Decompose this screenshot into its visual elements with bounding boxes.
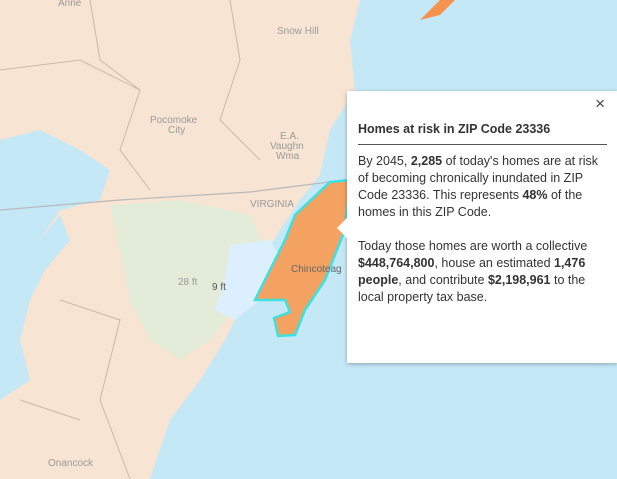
popup-paragraph: By 2045, 2,285 of today's homes are at r… bbox=[358, 153, 607, 221]
county-lines bbox=[0, 0, 261, 479]
island bbox=[420, 0, 455, 20]
marsh bbox=[215, 240, 285, 320]
popup-body: By 2045, 2,285 of today's homes are at r… bbox=[358, 153, 607, 306]
place-label: E.A. bbox=[280, 131, 299, 142]
text: , and contribute bbox=[398, 273, 488, 287]
popup: × Homes at risk in ZIP Code 23336 By 204… bbox=[337, 91, 617, 363]
place-label: Pocomoke bbox=[150, 115, 198, 126]
place-label: City bbox=[168, 125, 185, 136]
place-label: 9 ft bbox=[212, 282, 226, 293]
place-label: Snow Hill bbox=[277, 26, 319, 37]
popup-title: Homes at risk in ZIP Code 23336 bbox=[358, 121, 607, 145]
wetlands bbox=[110, 200, 265, 360]
text: to the local property tax base. bbox=[358, 273, 586, 304]
highlight: $2,198,961 bbox=[487, 273, 551, 287]
place-label: Vaughn bbox=[270, 141, 304, 152]
place-label: Onancock bbox=[48, 458, 94, 469]
highlight: 48% bbox=[522, 188, 548, 202]
bay-water bbox=[0, 215, 70, 340]
place-label: VIRGINIA bbox=[250, 199, 294, 210]
state-line bbox=[0, 179, 346, 211]
highlight: 1,476 people bbox=[358, 256, 586, 287]
highlight: $448,764,800 bbox=[358, 256, 435, 270]
text: of the homes in this ZIP Code. bbox=[358, 188, 583, 219]
zip-area[interactable] bbox=[252, 178, 352, 338]
place-label: Anne bbox=[58, 0, 82, 9]
place-label: 28 ft bbox=[178, 277, 198, 288]
popup-paragraph: Today those homes are worth a collective… bbox=[358, 238, 607, 306]
close-button[interactable]: × bbox=[595, 94, 605, 113]
text: By 2045, bbox=[358, 154, 411, 168]
text: of today's homes are at risk of becoming… bbox=[358, 154, 599, 202]
highlight: 2,285 bbox=[410, 154, 443, 168]
text: Today those homes are worth a collective bbox=[358, 239, 588, 253]
text: , house an estimated bbox=[434, 256, 554, 270]
place-label: Chincoteag bbox=[291, 264, 342, 275]
place-label: Wma bbox=[276, 151, 300, 162]
